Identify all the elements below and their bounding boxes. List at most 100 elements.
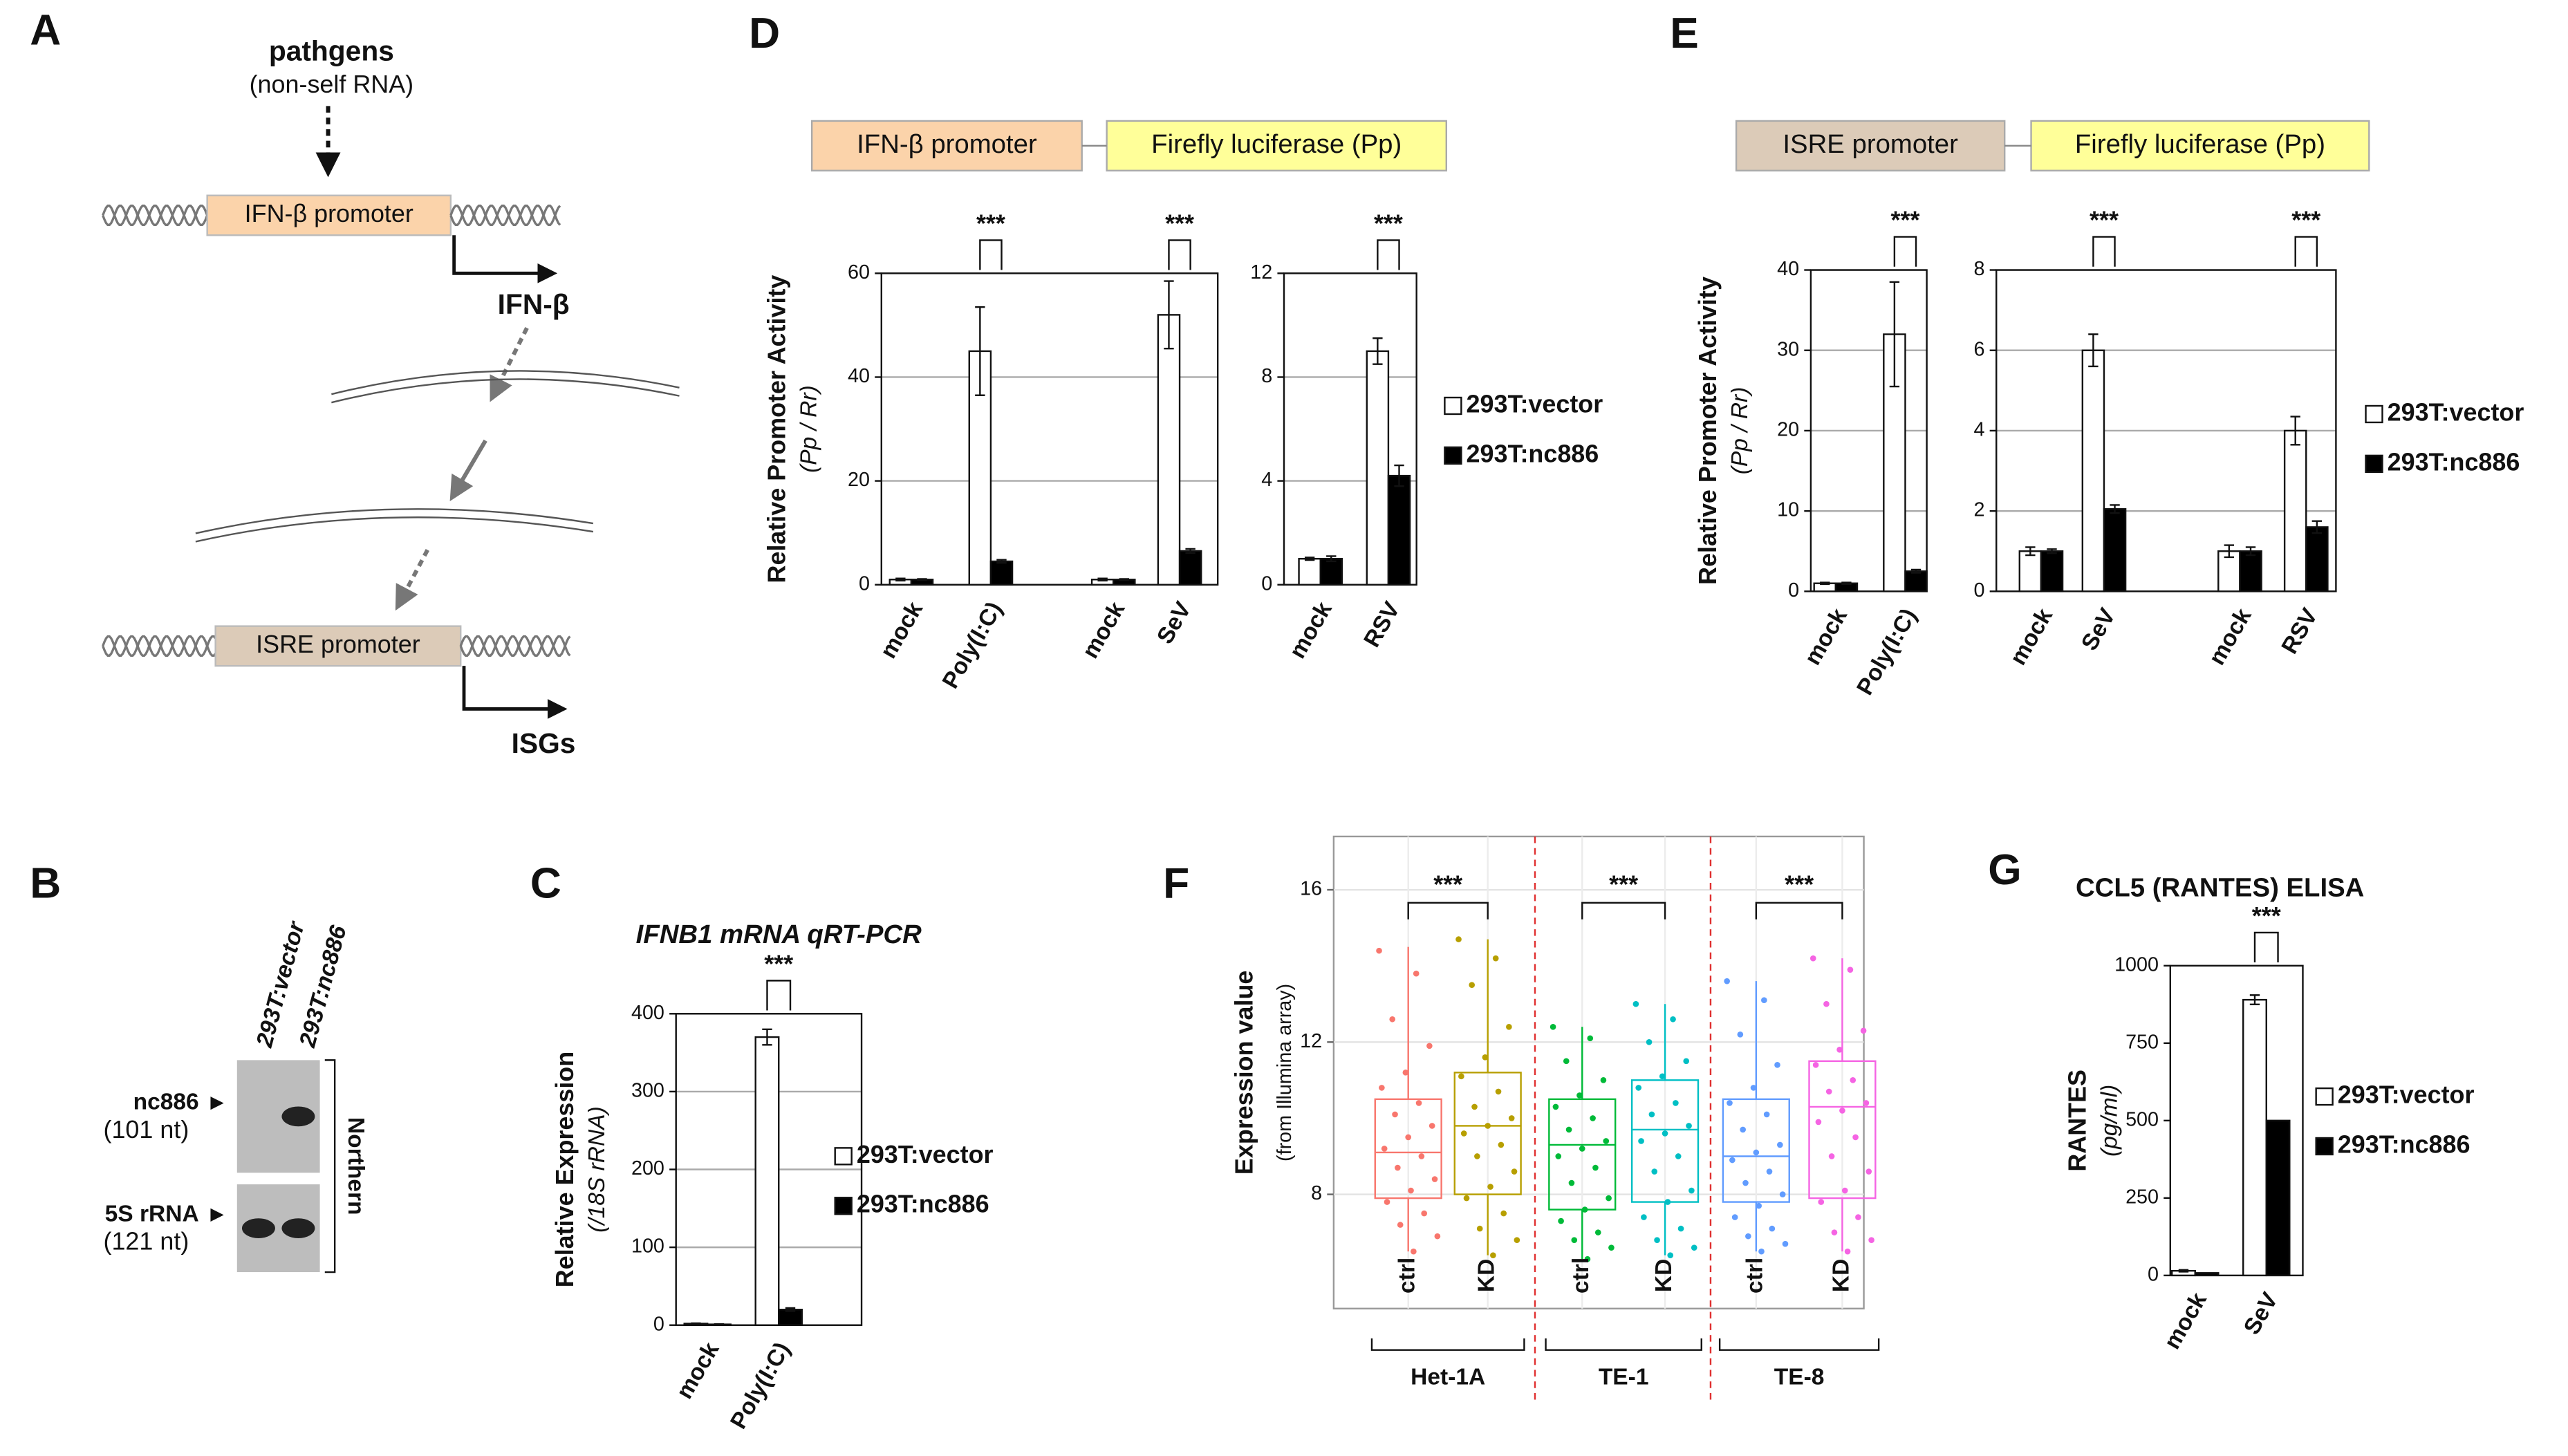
significance-bracket <box>766 980 792 1011</box>
legend-label: 293T:vector <box>2388 398 2524 426</box>
data-point <box>1758 1248 1765 1255</box>
y-tick-label: 300 <box>631 1079 664 1101</box>
data-point <box>1677 1225 1684 1232</box>
dna-strand <box>102 204 209 227</box>
y-tick-label: 100 <box>631 1235 664 1258</box>
stimulus: pathgens <box>269 35 394 66</box>
dna-strand <box>449 204 561 227</box>
data-point <box>1584 1256 1591 1262</box>
band-size: (101 nt) <box>103 1115 189 1144</box>
error-bar <box>1304 557 1315 561</box>
data-point <box>1379 1085 1385 1091</box>
construct-label: Firefly luciferase (Pp) <box>1151 129 1402 159</box>
data-point <box>1392 1111 1398 1118</box>
protein <box>195 508 594 534</box>
significance-label: *** <box>764 949 793 978</box>
error-bar <box>1394 464 1404 487</box>
mrna <box>331 378 680 404</box>
error-bar <box>2047 548 2057 554</box>
data-point <box>1490 1252 1496 1258</box>
data-point <box>1729 1157 1736 1164</box>
bar <box>2242 998 2267 1277</box>
band-name: nc886 <box>133 1090 199 1115</box>
protein <box>195 516 594 543</box>
data-point <box>1579 1146 1585 1152</box>
panel-label: C <box>530 859 561 907</box>
y-axis-sublabel: (pg/ml) <box>2096 1085 2122 1157</box>
data-point <box>1600 1077 1607 1083</box>
y-tick-label: 6 <box>1973 338 1984 360</box>
data-point <box>1558 1217 1564 1224</box>
group-label: Het-1A <box>1411 1364 1485 1390</box>
y-tick-label: 1000 <box>2114 953 2159 976</box>
bar <box>2239 550 2262 592</box>
error-bar <box>2290 416 2300 446</box>
legend-swatch <box>2315 1137 2334 1156</box>
data-point <box>1863 1100 1870 1106</box>
data-point <box>1434 1233 1441 1240</box>
legend-swatch <box>2365 454 2383 474</box>
data-point <box>1839 1108 1845 1114</box>
blot-bracket <box>324 1059 336 1273</box>
blot-method: Northern <box>343 1117 369 1215</box>
significance-bracket <box>1168 239 1191 270</box>
error-bar <box>1119 578 1129 581</box>
significance-label: *** <box>1609 870 1638 898</box>
data-point <box>1855 1214 1861 1220</box>
construct-box <box>810 120 1083 171</box>
significance-label: *** <box>1374 209 1403 237</box>
chart-title: IFNB1 mRNA qRT-PCR <box>636 920 922 949</box>
data-point <box>1426 1043 1433 1049</box>
dna-strand <box>102 635 216 657</box>
data-point <box>1774 1062 1780 1068</box>
data-point <box>1852 1134 1859 1141</box>
data-point <box>1815 1119 1822 1126</box>
data-point <box>1724 978 1730 984</box>
data-point <box>1514 1237 1520 1243</box>
data-point <box>1411 1248 1417 1255</box>
data-point <box>1492 955 1499 962</box>
y-axis-sublabel: (/18S rRNA) <box>584 1106 610 1233</box>
data-point <box>1683 1058 1690 1065</box>
data-point <box>1474 1153 1480 1159</box>
data-point <box>1469 982 1476 989</box>
data-point <box>1397 1222 1404 1228</box>
significance-label: *** <box>1433 870 1462 898</box>
data-point <box>1421 1210 1428 1217</box>
data-point <box>1482 1054 1489 1061</box>
bar <box>1157 314 1181 586</box>
product: ISGs <box>512 727 576 759</box>
data-point <box>1638 1138 1644 1144</box>
data-point <box>1818 1199 1825 1205</box>
data-point <box>1740 1126 1746 1133</box>
error-bar <box>762 1028 772 1046</box>
bar <box>754 1036 780 1326</box>
data-point <box>1384 1199 1390 1205</box>
chart-title: CCL5 (RANTES) ELISA <box>2076 873 2364 903</box>
panel-label: D <box>749 10 780 57</box>
legend-label: 293T:vector <box>1467 389 1603 418</box>
tss-arrow <box>452 235 558 283</box>
blot-band <box>241 1218 275 1238</box>
data-point <box>1742 1179 1749 1186</box>
data-point <box>1376 947 1382 954</box>
data-point <box>1727 1100 1733 1106</box>
data-point <box>1429 1123 1435 1129</box>
data-point <box>1415 1100 1422 1106</box>
data-point <box>1662 1130 1668 1137</box>
promoter-label: IFN-β promoter <box>245 199 413 227</box>
legend-swatch <box>834 1147 853 1166</box>
data-point <box>1651 1168 1658 1175</box>
legend-label: 293T:nc886 <box>2388 447 2520 476</box>
data-point <box>1782 1240 1789 1247</box>
band-name: 5S rRNA <box>105 1201 199 1226</box>
bar <box>2194 1272 2220 1277</box>
error-bar <box>1889 281 1900 388</box>
band-size: (121 nt) <box>103 1227 189 1256</box>
y-tick-label: 8 <box>1261 365 1272 387</box>
data-point <box>1506 1023 1512 1030</box>
x-tick-label: ctrl <box>1742 1258 1768 1294</box>
promoter-label: ISRE promoter <box>256 630 420 658</box>
y-axis-sublabel: (Pp / Rr) <box>797 385 822 473</box>
y-tick-label: 30 <box>1777 338 1799 360</box>
